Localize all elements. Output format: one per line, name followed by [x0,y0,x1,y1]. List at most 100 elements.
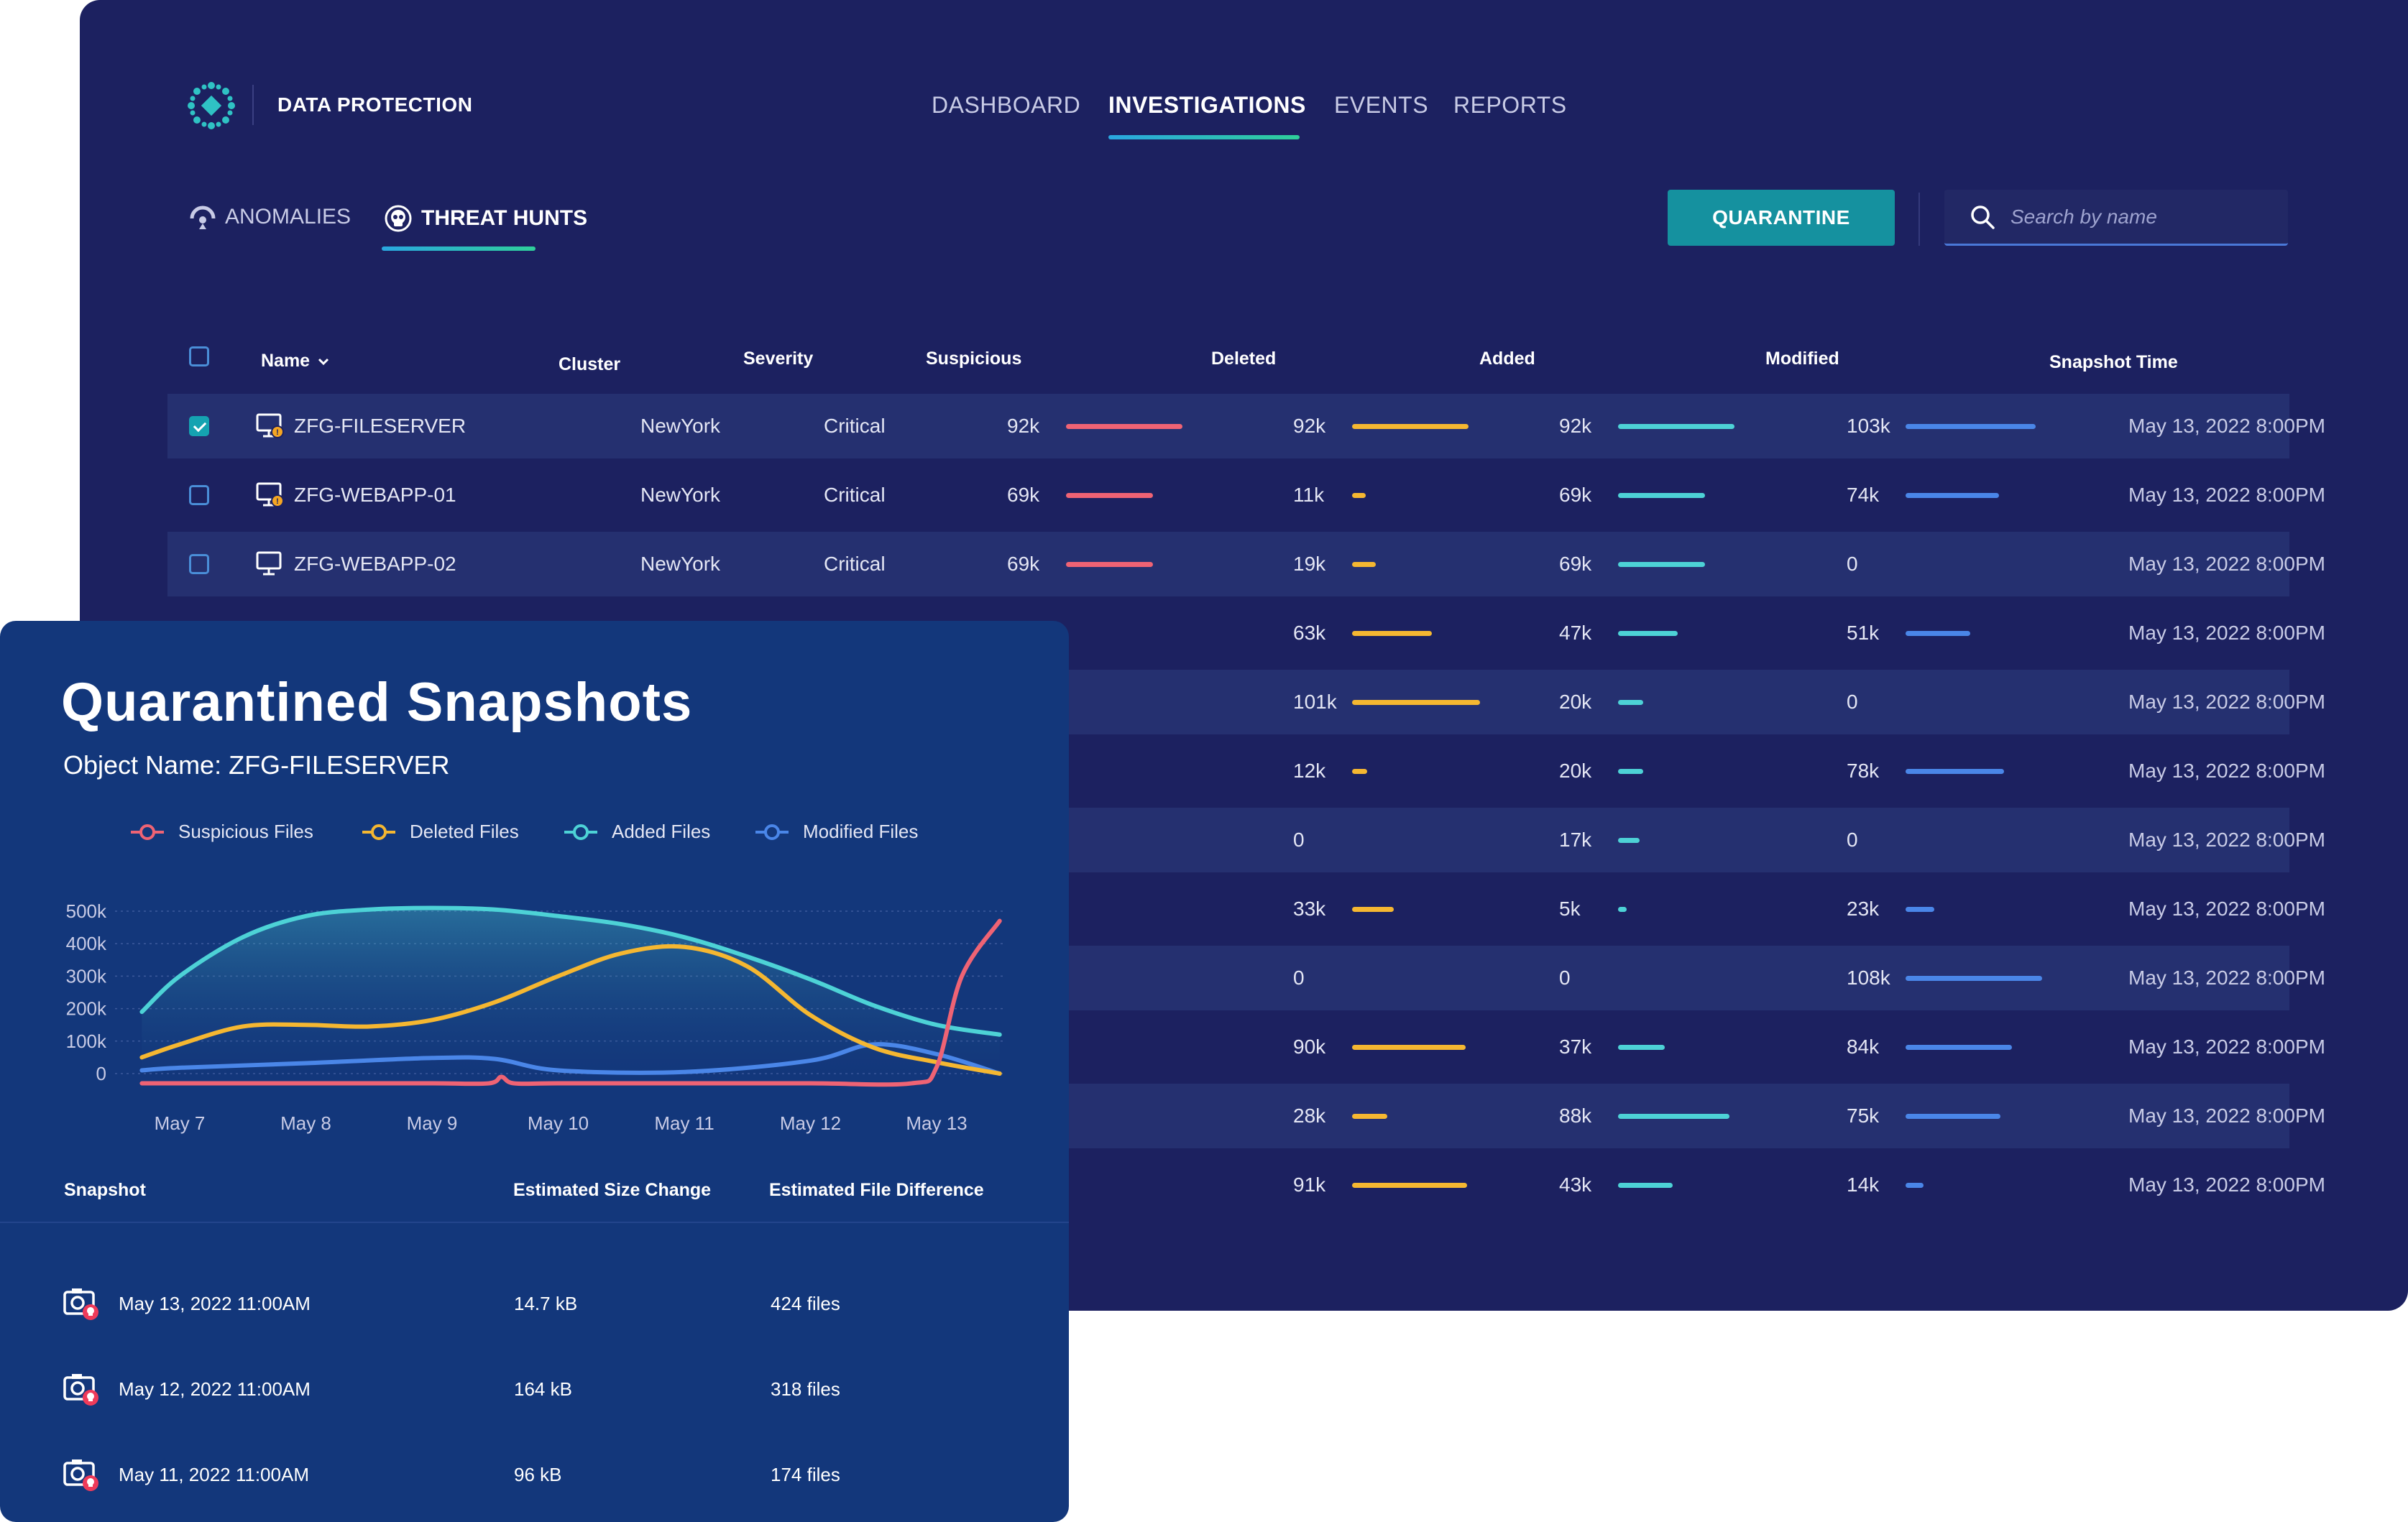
column-snapshot-time[interactable]: Snapshot Time [2049,352,2178,372]
suspicious-files-line [139,918,1002,1087]
nav-investigations[interactable]: INVESTIGATIONS [1108,92,1306,118]
warning-badge-icon [271,494,284,507]
x-tick-label: May 8 [280,1112,331,1134]
divider [0,1222,1069,1223]
x-tick-label: May 11 [654,1112,714,1134]
row-severity: Critical [824,484,886,506]
modified-value: 75k [1847,1104,1880,1127]
x-tick-label: May 13 [906,1112,967,1134]
row-deleted: 92k [1293,394,1469,458]
row-checkbox[interactable] [189,416,209,436]
snapshot-row[interactable]: May 11, 2022 11:00AM 96 kB 174 files [0,1446,1069,1503]
added-files-line [139,905,1002,1037]
legend-deleted-label: Deleted Files [410,821,519,842]
table-row[interactable]: 33k 5k 23k May 13, 2022 8:00PM [167,877,2325,941]
nav-active-indicator [1108,135,1300,139]
row-snapshot-time: May 13, 2022 8:00PM [2128,415,2325,437]
column-severity[interactable]: Severity [743,349,814,369]
snapshot-file-difference: 174 files [771,1463,840,1485]
snapshot-row[interactable]: May 13, 2022 11:00AM 14.7 kB 424 files [0,1275,1069,1332]
row-modified: 75k [1847,1084,2000,1148]
column-added[interactable]: Added [1479,349,1535,369]
column-size-change: Estimated Size Change [513,1180,712,1200]
data-protection-logo [188,82,235,129]
row-deleted: 0 [1293,808,1343,872]
row-deleted: 19k [1293,532,1376,596]
nav-reports[interactable]: REPORTS [1453,92,1567,118]
added-value: 43k [1559,1173,1592,1196]
tab-anomalies[interactable]: ANOMALIES [189,204,351,230]
added-value: 88k [1559,1104,1592,1127]
table-row[interactable]: ! ZFG-FILESERVER NewYork Critical 92k 92k 92k… [167,394,2325,458]
row-name: ZFG-FILESERVER [294,415,467,437]
row-cluster: NewYork [640,484,721,506]
search-box[interactable] [1944,190,2288,246]
table-row[interactable]: 90k 37k 84k May 13, 2022 8:00PM [167,1015,2325,1079]
row-snapshot-time: May 13, 2022 8:00PM [2128,484,2325,506]
x-tick-label: May 9 [407,1112,458,1134]
row-suspicious: 69k [1007,463,1153,527]
deleted-bar [1352,630,1432,636]
file-activity-chart: 500k 400k 300k 200k 100k 0 May 7 May 8 May 9 May … [66,900,1006,1134]
row-checkbox[interactable] [189,485,209,505]
search-input[interactable] [2009,204,2271,229]
legend-modified-label: Modified Files [803,821,919,842]
row-snapshot-time: May 13, 2022 8:00PM [2128,829,2325,851]
nav-dashboard[interactable]: DASHBOARD [932,92,1081,118]
tab-threat-hunts[interactable]: THREAT HUNTS [384,204,587,233]
row-name-cell[interactable]: ! ZFG-WEBAPP-01 [255,463,456,527]
row-name-cell[interactable]: ZFG-WEBAPP-02 [255,532,456,596]
row-name-cell[interactable]: ! ZFG-FILESERVER [255,394,466,458]
table-row[interactable]: ! ZFG-WEBAPP-01 NewYork Critical 69k 11k 69k 7… [167,463,2325,527]
row-added: 17k [1559,808,1640,872]
deleted-files-line [139,944,1002,1076]
row-snapshot-time: May 13, 2022 8:00PM [2128,1173,2325,1196]
modified-bar [1906,630,1970,636]
quarantine-button[interactable]: QUARANTINE [1668,190,1895,246]
table-row[interactable]: 91k 43k 14k May 13, 2022 8:00PM [167,1153,2325,1217]
deleted-value: 28k [1293,1104,1326,1127]
nav-events[interactable]: EVENTS [1334,92,1429,118]
row-snapshot-time: May 13, 2022 8:00PM [2128,691,2325,713]
deleted-value: 63k [1293,622,1326,644]
quarantined-snapshot-icon [63,1459,98,1491]
added-bar [1618,1113,1729,1119]
column-suspicious[interactable]: Suspicious [926,349,1022,369]
added-bar [1618,1044,1665,1050]
y-tick-label: 500k [66,900,107,922]
deleted-value: 91k [1293,1173,1326,1196]
row-modified: 0 [1847,808,1897,872]
deleted-value: 0 [1293,967,1305,989]
suspicious-value: 69k [1007,553,1040,575]
row-modified: 23k [1847,877,1934,941]
row-modified: 84k [1847,1015,2012,1079]
modified-value: 108k [1847,967,1890,989]
snapshot-row[interactable]: May 12, 2022 11:00AM 164 kB 318 files [0,1360,1069,1418]
table-row[interactable]: 63k 47k 51k May 13, 2022 8:00PM [167,601,2325,665]
added-value: 5k [1559,898,1581,920]
row-modified: 0 [1847,532,1897,596]
row-deleted: 91k [1293,1153,1467,1217]
y-tick-label: 200k [66,998,107,1020]
legend-modified-marker [755,824,789,840]
column-file-difference: Estimated File Difference [769,1180,984,1200]
suspicious-value: 69k [1007,484,1040,506]
table-row[interactable]: 12k 20k 78k May 13, 2022 8:00PM [167,739,2325,803]
column-cluster[interactable]: Cluster [559,354,621,374]
row-checkbox[interactable] [189,554,209,574]
deleted-bar [1352,492,1366,498]
column-name[interactable]: Name [261,351,330,372]
deleted-value: 12k [1293,760,1326,782]
server-icon: ! [256,413,284,438]
toolbar-divider [1918,193,1920,246]
select-all-checkbox[interactable] [189,346,209,366]
subtab-active-indicator [382,246,536,251]
added-bar [1618,423,1734,429]
table-row[interactable]: ZFG-WEBAPP-02 NewYork Critical 69k 19k 69k 0 Ma… [167,532,2325,596]
added-bar [1618,630,1678,636]
added-bar [1618,768,1643,774]
added-value: 17k [1559,829,1592,851]
column-modified[interactable]: Modified [1765,349,1839,369]
column-deleted[interactable]: Deleted [1211,349,1277,369]
quarantined-snapshot-icon [63,1288,98,1320]
